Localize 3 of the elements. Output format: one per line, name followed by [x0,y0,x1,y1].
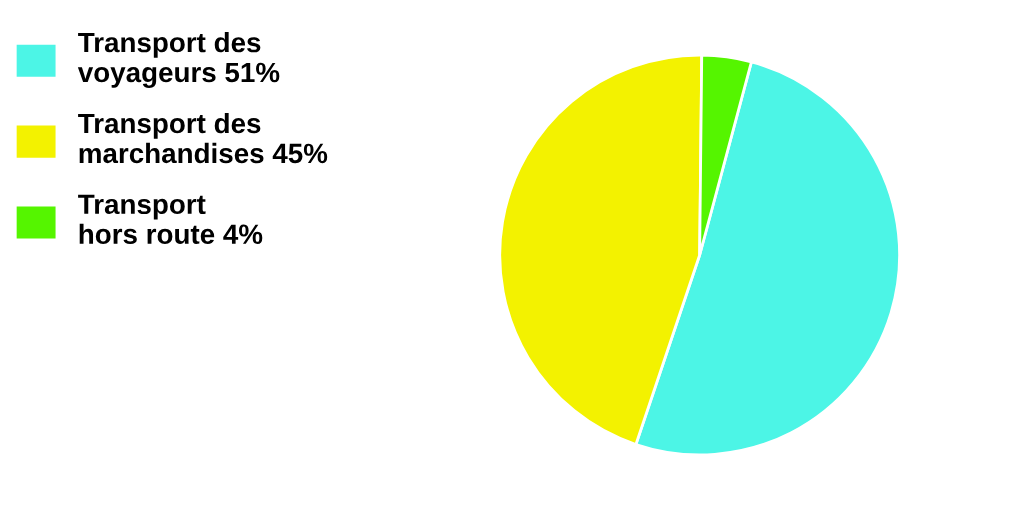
legend-label: Transport hors route 4% [78,194,263,245]
legend-label: Transport des marchandises 45% [78,112,328,164]
legend-label: Transport des voyageurs 51% [77,31,280,88]
